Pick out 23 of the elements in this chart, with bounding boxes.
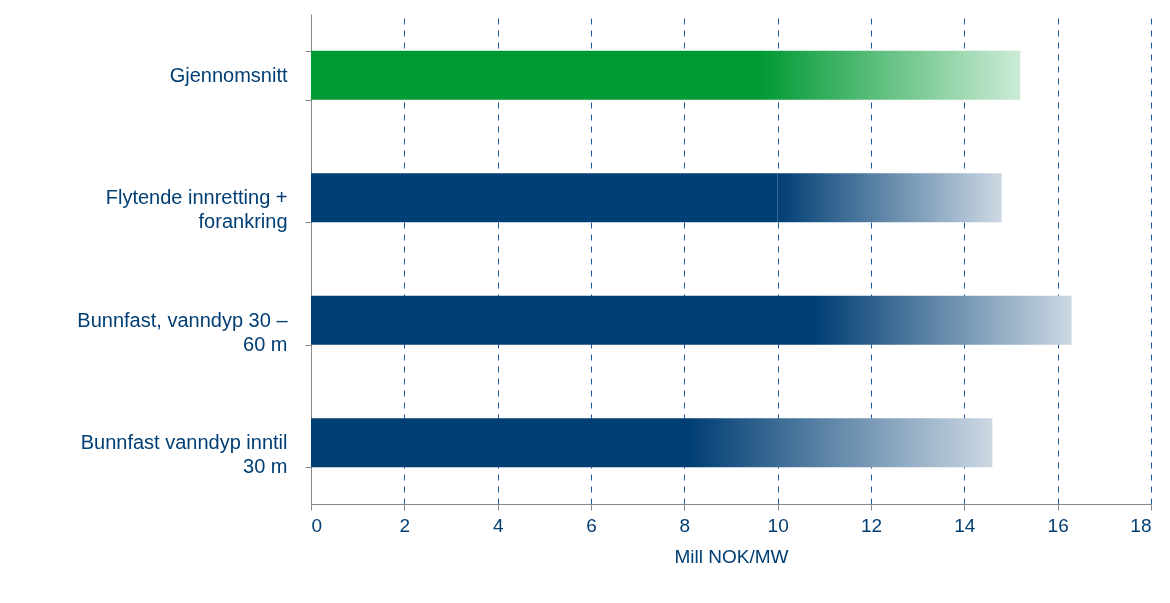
bar [311, 173, 778, 223]
bar [689, 418, 993, 468]
bar [815, 295, 1072, 345]
x-tick-label: 14 [954, 514, 976, 536]
x-tick-label: 2 [399, 514, 411, 536]
x-tick-label: 12 [860, 514, 883, 536]
y-tick-label: Flytende innretting + forankring [105, 186, 288, 233]
y-tick-label: Gjennomsnitt [169, 63, 288, 86]
x-axis-title: Mill NOK/MW [674, 545, 789, 567]
x-tick-label: 6 [586, 514, 597, 536]
y-tick-label: Bunnfast vanndyp inntil 30 m [80, 431, 288, 478]
bar [311, 295, 815, 345]
y-tick-label: Bunnfast, vanndyp 30 – 60 m [77, 308, 289, 355]
x-tick-label: 4 [492, 514, 504, 536]
bar [759, 50, 1021, 100]
x-tick-label: 16 [1047, 514, 1069, 536]
bar [777, 173, 1002, 223]
x-tick-label: 8 [679, 514, 691, 536]
bar [311, 418, 689, 468]
x-tick-label: 10 [767, 514, 789, 536]
x-tick-label: 0 [311, 514, 323, 536]
x-tick-label: 18 [1130, 514, 1152, 536]
bar [311, 50, 759, 100]
